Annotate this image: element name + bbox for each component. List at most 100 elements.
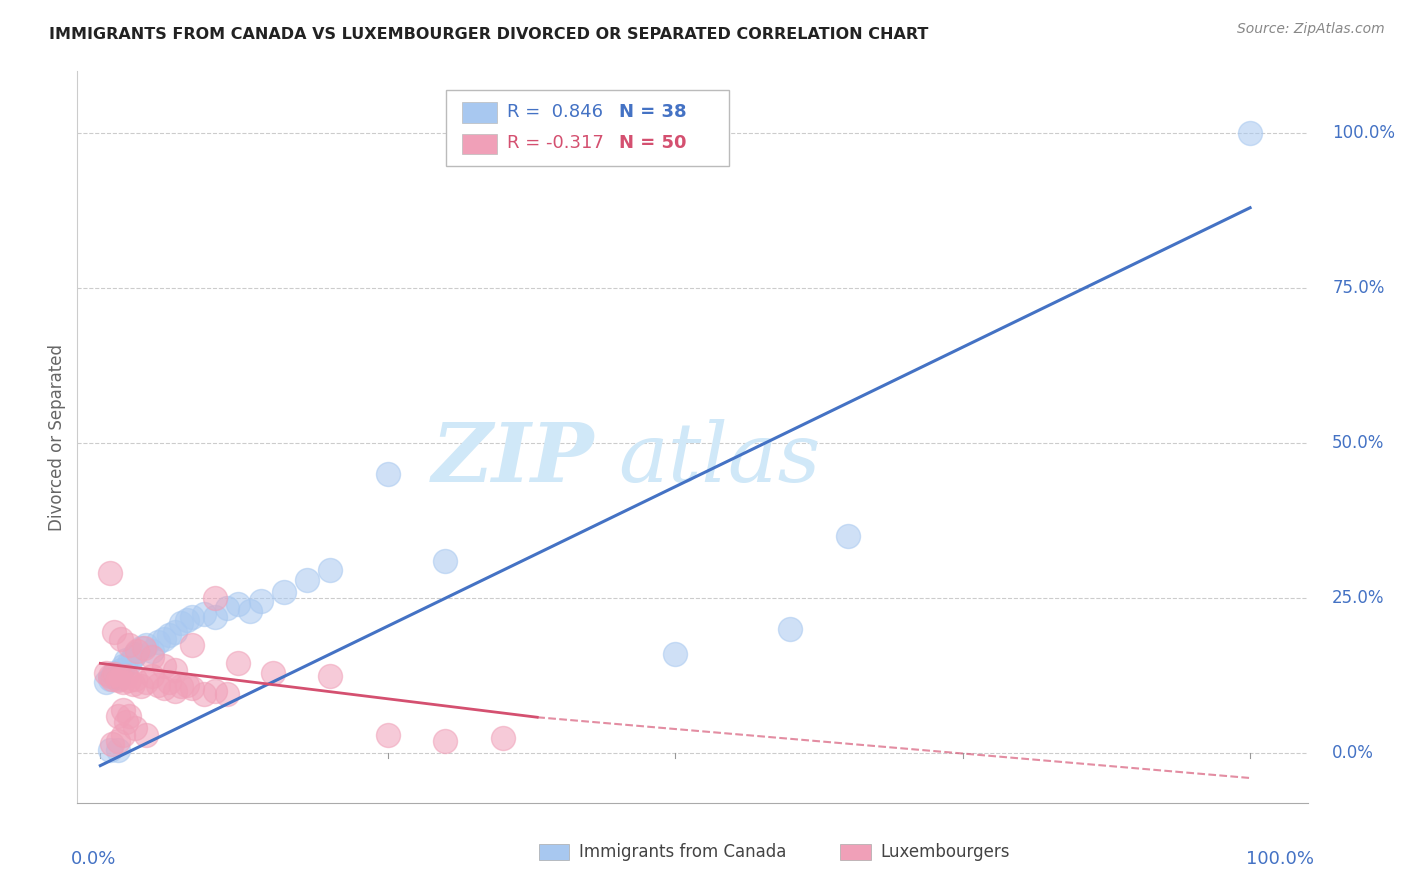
Point <box>215 687 238 701</box>
Point <box>107 709 129 723</box>
Point <box>193 607 215 621</box>
Point <box>204 610 226 624</box>
Point <box>141 644 163 658</box>
FancyBboxPatch shape <box>463 134 496 154</box>
Point <box>146 634 169 648</box>
Point <box>132 640 155 655</box>
Text: 75.0%: 75.0% <box>1333 279 1385 297</box>
Point <box>779 622 801 636</box>
Point <box>101 672 124 686</box>
Point <box>107 743 129 757</box>
Point <box>239 604 262 618</box>
Point <box>121 650 143 665</box>
Point <box>110 632 132 646</box>
Text: 0.0%: 0.0% <box>72 850 117 868</box>
Point <box>118 673 141 687</box>
Point <box>152 681 174 695</box>
Point <box>94 674 117 689</box>
Point <box>434 554 457 568</box>
Point <box>434 734 457 748</box>
Point <box>118 657 141 671</box>
Point <box>157 628 180 642</box>
FancyBboxPatch shape <box>447 90 730 167</box>
Point <box>170 615 193 630</box>
FancyBboxPatch shape <box>841 844 870 860</box>
Point <box>664 647 686 661</box>
Point <box>107 672 129 686</box>
Text: Luxembourgers: Luxembourgers <box>880 843 1010 861</box>
Point <box>114 653 136 667</box>
Point <box>135 638 157 652</box>
Point <box>204 684 226 698</box>
Point <box>165 684 187 698</box>
Point <box>215 600 238 615</box>
Point <box>124 647 146 661</box>
Point <box>181 610 204 624</box>
Text: Immigrants from Canada: Immigrants from Canada <box>579 843 786 861</box>
Point <box>112 659 135 673</box>
Point <box>193 687 215 701</box>
Point <box>152 632 174 646</box>
Point <box>226 598 249 612</box>
Point <box>127 644 149 658</box>
Point <box>98 743 121 757</box>
Point <box>129 640 152 655</box>
Point <box>377 728 399 742</box>
Point <box>112 728 135 742</box>
Text: 100.0%: 100.0% <box>1333 124 1395 143</box>
Point <box>262 665 284 680</box>
Point <box>204 591 226 606</box>
Point <box>181 638 204 652</box>
Point <box>129 679 152 693</box>
Text: 50.0%: 50.0% <box>1333 434 1385 452</box>
Point <box>98 566 121 581</box>
Point <box>319 669 342 683</box>
Point <box>157 674 180 689</box>
Point <box>118 709 141 723</box>
Point <box>103 666 125 681</box>
Point <box>141 650 163 665</box>
Text: atlas: atlas <box>619 419 821 499</box>
Point <box>152 659 174 673</box>
Point <box>170 679 193 693</box>
Point <box>112 674 135 689</box>
Point <box>121 677 143 691</box>
Text: N = 50: N = 50 <box>619 134 686 152</box>
Text: 100.0%: 100.0% <box>1246 850 1313 868</box>
Text: Source: ZipAtlas.com: Source: ZipAtlas.com <box>1237 22 1385 37</box>
Point <box>103 625 125 640</box>
Point <box>250 594 273 608</box>
Point <box>273 585 295 599</box>
Point <box>98 672 121 686</box>
Point <box>377 467 399 482</box>
Point <box>107 673 129 687</box>
Point <box>101 669 124 683</box>
FancyBboxPatch shape <box>463 102 496 122</box>
Point <box>165 663 187 677</box>
Point <box>492 731 515 745</box>
Point <box>114 669 136 683</box>
Point <box>146 678 169 692</box>
Point <box>181 681 204 695</box>
Point <box>98 669 121 683</box>
Point <box>112 703 135 717</box>
Text: IMMIGRANTS FROM CANADA VS LUXEMBOURGER DIVORCED OR SEPARATED CORRELATION CHART: IMMIGRANTS FROM CANADA VS LUXEMBOURGER D… <box>49 27 928 42</box>
Point <box>110 671 132 685</box>
Point <box>176 613 198 627</box>
Point <box>176 678 198 692</box>
Text: 25.0%: 25.0% <box>1333 590 1385 607</box>
Point <box>135 728 157 742</box>
Point <box>319 563 342 577</box>
Point <box>114 715 136 730</box>
Point <box>124 722 146 736</box>
Point <box>101 737 124 751</box>
Point <box>226 657 249 671</box>
Point <box>103 665 125 680</box>
Text: ZIP: ZIP <box>432 419 595 499</box>
Point <box>110 663 132 677</box>
Text: R = -0.317: R = -0.317 <box>506 134 603 152</box>
FancyBboxPatch shape <box>538 844 569 860</box>
Point <box>124 672 146 686</box>
Point <box>141 669 163 683</box>
Point <box>165 625 187 640</box>
